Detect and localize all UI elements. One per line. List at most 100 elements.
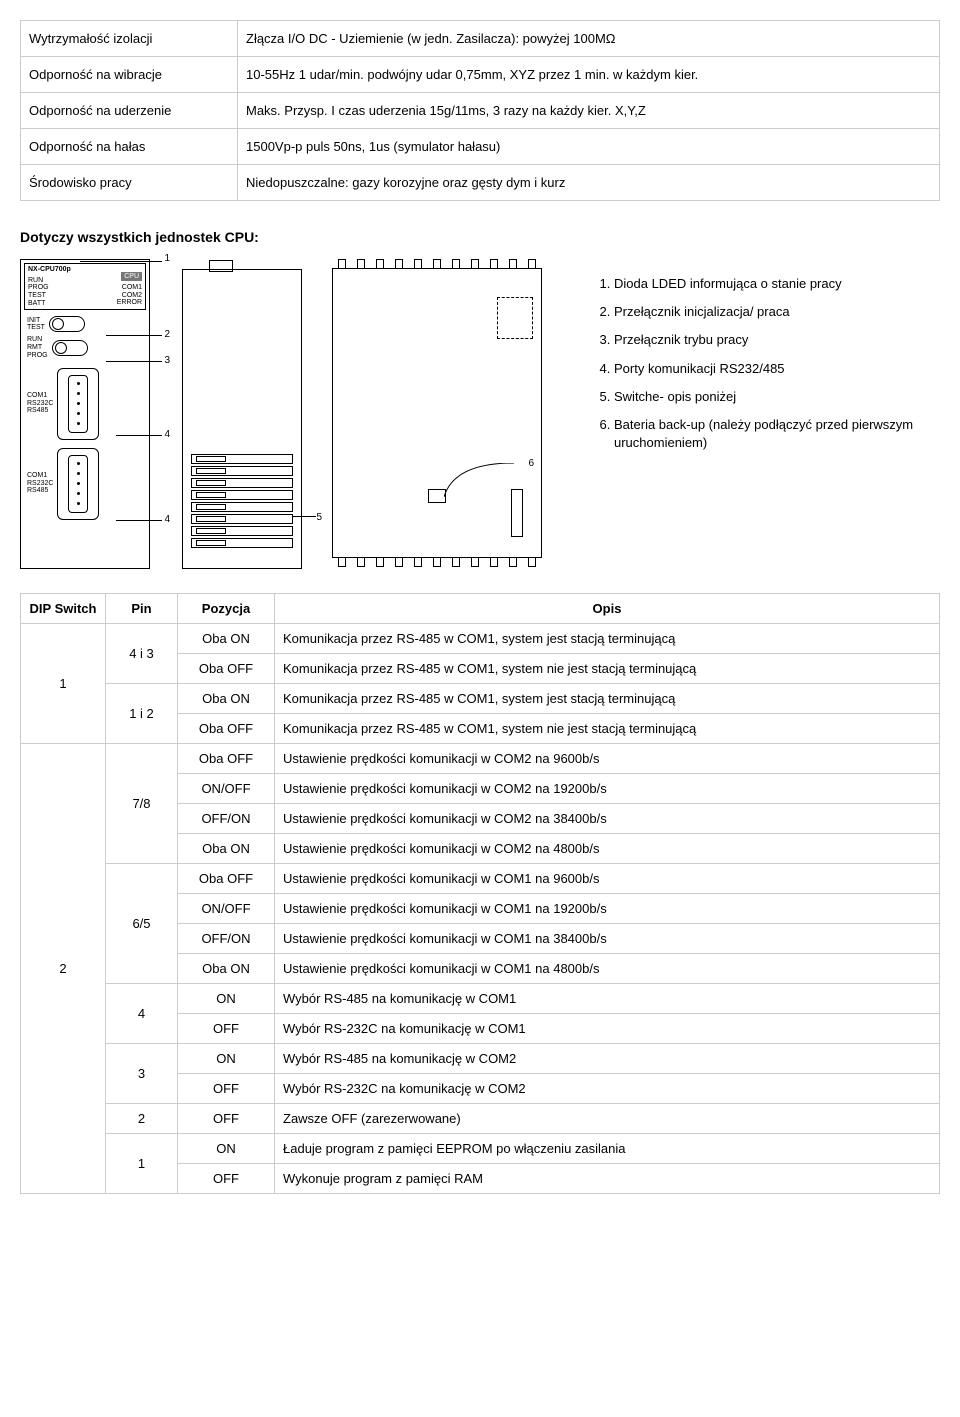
list-item: Przełącznik inicjalizacja/ praca [614, 303, 940, 321]
dip-pos-cell: ON [178, 1044, 275, 1074]
dip-pos-cell: Oba OFF [178, 864, 275, 894]
device-side: 5 [182, 259, 322, 569]
figure-row: NX-CPU700p RUN PROG TEST BATT CPU COM1 C… [20, 259, 940, 569]
spec-value: Złącza I/O DC - Uziemienie (w jedn. Zasi… [238, 21, 940, 57]
list-item: Bateria back-up (należy podłączyć przed … [614, 416, 940, 452]
dip-pos-cell: OFF [178, 1074, 275, 1104]
dip-desc-cell: Ustawienie prędkości komunikacji w COM2 … [275, 774, 940, 804]
dip-desc-cell: Komunikacja przez RS-485 w COM1, system … [275, 624, 940, 654]
dip-pos-cell: OFF/ON [178, 804, 275, 834]
table-row: 1ONŁaduje program z pamięci EEPROM po wł… [21, 1134, 940, 1164]
dip-pos-cell: ON [178, 984, 275, 1014]
dip-pos-cell: Oba ON [178, 624, 275, 654]
switch-icon [52, 340, 88, 356]
dip-desc-cell: Ustawienie prędkości komunikacji w COM2 … [275, 834, 940, 864]
dip-pos-cell: Oba ON [178, 954, 275, 984]
dip-switch-cell: 2 [21, 744, 106, 1194]
dip-pos-cell: Oba ON [178, 834, 275, 864]
list-item: Switche- opis poniżej [614, 388, 940, 406]
dip-pos-cell: Oba OFF [178, 714, 275, 744]
callout-6: 6 [528, 458, 534, 469]
model-label: NX-CPU700p [28, 266, 71, 274]
legend-list: Dioda LDED informująca o stanie pracy Prz… [592, 259, 940, 462]
dip-pos-cell: ON [178, 1134, 275, 1164]
table-row: 4ONWybór RS-485 na komunikację w COM1 [21, 984, 940, 1014]
spec-label: Odporność na wibracje [21, 57, 238, 93]
spec-label: Odporność na uderzenie [21, 93, 238, 129]
dip-header-pos: Pozycja [178, 594, 275, 624]
spec-value: Maks. Przysp. I czas uderzenia 15g/11ms,… [238, 93, 940, 129]
dip-pin-cell: 1 [106, 1134, 178, 1194]
dip-pos-cell: Oba OFF [178, 654, 275, 684]
db9-port-icon [57, 448, 99, 520]
dip-desc-cell: Ustawienie prędkości komunikacji w COM1 … [275, 894, 940, 924]
dip-desc-cell: Ustawienie prędkości komunikacji w COM1 … [275, 954, 940, 984]
dip-switch-table: DIP Switch Pin Pozycja Opis 14 i 3Oba ON… [20, 593, 940, 1194]
spec-label: Wytrzymałość izolacji [21, 21, 238, 57]
dip-desc-cell: Wybór RS-485 na komunikację w COM2 [275, 1044, 940, 1074]
table-row: Odporność na hałas1500Vp-p puls 50ns, 1u… [21, 129, 940, 165]
table-row: Odporność na uderzenieMaks. Przysp. I cz… [21, 93, 940, 129]
dip-pos-cell: OFF/ON [178, 924, 275, 954]
dip-pin-cell: 4 i 3 [106, 624, 178, 684]
dip-pos-cell: OFF [178, 1164, 275, 1194]
dip-header-pin: Pin [106, 594, 178, 624]
dip-desc-cell: Komunikacja przez RS-485 w COM1, system … [275, 684, 940, 714]
dip-desc-cell: Zawsze OFF (zarezerwowane) [275, 1104, 940, 1134]
dip-pos-cell: Oba OFF [178, 744, 275, 774]
dip-desc-cell: Ustawienie prędkości komunikacji w COM1 … [275, 924, 940, 954]
callout-2: 2 [164, 329, 170, 340]
vent-top-icon [332, 259, 542, 268]
dip-desc-cell: Wykonuje program z pamięci RAM [275, 1164, 940, 1194]
table-row: Wytrzymałość izolacjiZłącza I/O DC - Uzi… [21, 21, 940, 57]
spec-value: 1500Vp-p puls 50ns, 1us (symulator hałas… [238, 129, 940, 165]
device-diagrams: NX-CPU700p RUN PROG TEST BATT CPU COM1 C… [20, 259, 562, 569]
callout-4: 4 [164, 429, 170, 440]
cpu-badge: CPU [121, 272, 142, 281]
list-item: Porty komunikacji RS232/485 [614, 360, 940, 378]
dip-pos-cell: ON/OFF [178, 894, 275, 924]
dip-desc-cell: Wybór RS-232C na komunikację w COM2 [275, 1074, 940, 1104]
switch-icon [49, 316, 85, 332]
dip-desc-cell: Ustawienie prędkości komunikacji w COM2 … [275, 744, 940, 774]
dip-header-desc: Opis [275, 594, 940, 624]
spec-value: Niedopuszczalne: gazy korozyjne oraz gęs… [238, 165, 940, 201]
dip-desc-cell: Wybór RS-232C na komunikację w COM1 [275, 1014, 940, 1044]
table-row: 3ONWybór RS-485 na komunikację w COM2 [21, 1044, 940, 1074]
callout-5: 5 [316, 512, 322, 523]
section-heading: Dotyczy wszystkich jednostek CPU: [20, 229, 940, 245]
table-row: 1 i 2Oba ONKomunikacja przez RS-485 w CO… [21, 684, 940, 714]
dip-pin-cell: 7/8 [106, 744, 178, 864]
callout-1: 1 [164, 253, 170, 264]
list-item: Przełącznik trybu pracy [614, 331, 940, 349]
dip-desc-cell: Komunikacja przez RS-485 w COM1, system … [275, 714, 940, 744]
spec-value: 10-55Hz 1 udar/min. podwójny udar 0,75mm… [238, 57, 940, 93]
dip-pin-cell: 4 [106, 984, 178, 1044]
spec-label: Środowisko pracy [21, 165, 238, 201]
table-row: Odporność na wibracje10-55Hz 1 udar/min.… [21, 57, 940, 93]
dip-pos-cell: ON/OFF [178, 774, 275, 804]
device-back: 6 [332, 259, 562, 569]
list-item: Dioda LDED informująca o stanie pracy [614, 275, 940, 293]
table-row: 2OFFZawsze OFF (zarezerwowane) [21, 1104, 940, 1134]
table-row: Środowisko pracyNiedopuszczalne: gazy ko… [21, 165, 940, 201]
callout-4b: 4 [164, 514, 170, 525]
dip-pin-cell: 1 i 2 [106, 684, 178, 744]
dip-desc-cell: Komunikacja przez RS-485 w COM1, system … [275, 654, 940, 684]
dip-desc-cell: Ustawienie prędkości komunikacji w COM1 … [275, 864, 940, 894]
dip-desc-cell: Ustawienie prędkości komunikacji w COM2 … [275, 804, 940, 834]
dip-pin-cell: 2 [106, 1104, 178, 1134]
dip-pos-cell: OFF [178, 1104, 275, 1134]
dip-desc-cell: Ładuje program z pamięci EEPROM po włącz… [275, 1134, 940, 1164]
table-row: 14 i 3Oba ONKomunikacja przez RS-485 w C… [21, 624, 940, 654]
dip-desc-cell: Wybór RS-485 na komunikację w COM1 [275, 984, 940, 1014]
dip-pin-cell: 6/5 [106, 864, 178, 984]
dip-pos-cell: OFF [178, 1014, 275, 1044]
db9-port-icon [57, 368, 99, 440]
dip-pos-cell: Oba ON [178, 684, 275, 714]
dip-switch-cell: 1 [21, 624, 106, 744]
dip-pin-cell: 3 [106, 1044, 178, 1104]
callout-3: 3 [164, 355, 170, 366]
spec-label: Odporność na hałas [21, 129, 238, 165]
spec-table: Wytrzymałość izolacjiZłącza I/O DC - Uzi… [20, 20, 940, 201]
